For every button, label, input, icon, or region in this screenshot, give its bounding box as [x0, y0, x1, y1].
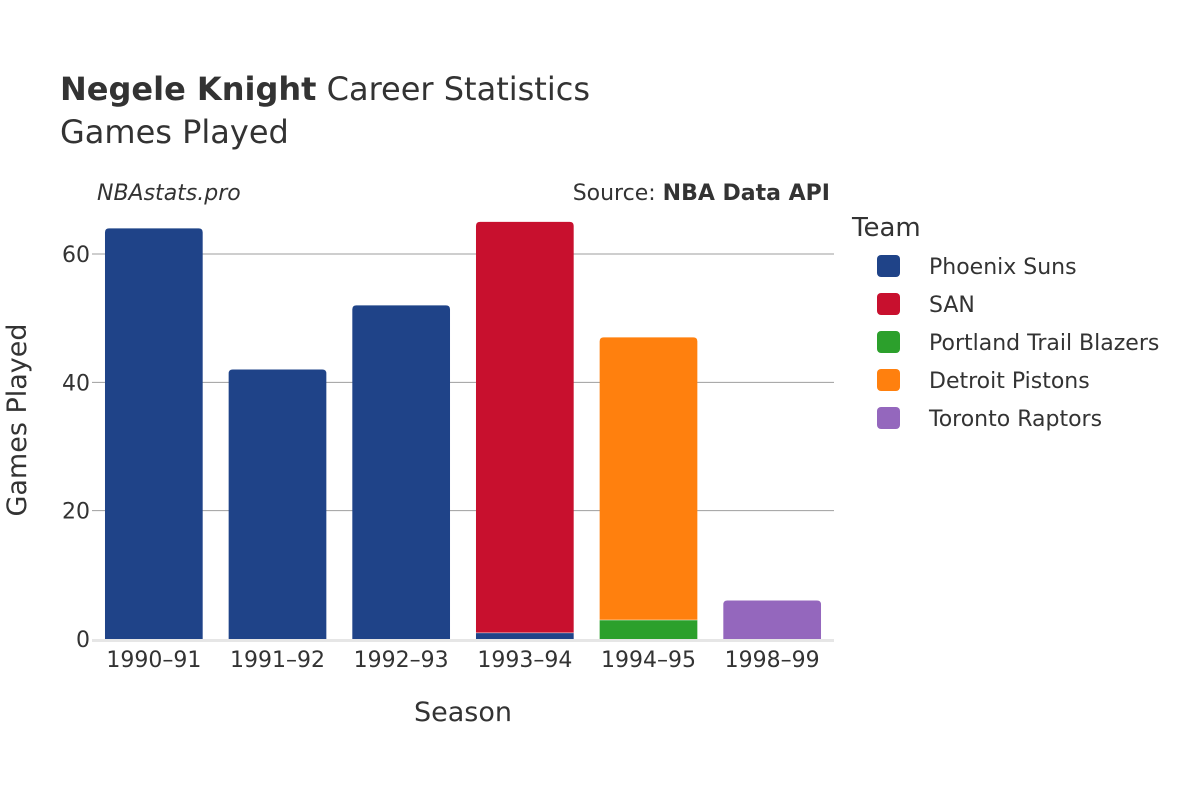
x-tick-label: 1994–95 — [601, 648, 696, 673]
legend-title: Team — [851, 213, 921, 243]
y-tick-label: 40 — [62, 371, 90, 396]
y-tick-label: 60 — [62, 243, 90, 268]
bar-detroit-pistons — [599, 337, 698, 620]
x-tick-label: 1990–91 — [106, 648, 201, 673]
bar-phoenix-suns — [475, 632, 574, 639]
y-tick-label: 20 — [62, 500, 90, 525]
y-axis-title: Games Played — [2, 323, 33, 516]
bar-phoenix-suns — [104, 228, 203, 640]
y-tick-label: 0 — [76, 628, 90, 653]
chart-subtitle: Games Played — [60, 113, 289, 151]
source-credit: Source: NBA Data API — [573, 181, 830, 206]
legend-swatch — [877, 331, 900, 353]
site-credit: NBAstats.pro — [97, 181, 241, 206]
x-tick-label: 1993–94 — [477, 648, 572, 673]
legend-swatch — [877, 407, 900, 429]
x-axis-title: Season — [414, 697, 512, 728]
bars — [104, 221, 822, 640]
x-tick-label: 1998–99 — [725, 648, 820, 673]
legend-swatch — [877, 293, 900, 315]
bar-toronto-raptors — [723, 600, 822, 639]
legend-label: Portland Trail Blazers — [929, 331, 1159, 356]
legend-label: Detroit Pistons — [929, 369, 1090, 394]
x-tick-labels: 1990–91 1991–92 1992–93 1993–94 1994–95 1998–… — [106, 648, 819, 673]
legend-swatch — [877, 369, 900, 391]
legend-label: Phoenix Suns — [929, 255, 1077, 280]
bar-portland-trail-blazers — [599, 619, 698, 639]
title-suffix: Career Statistics — [316, 70, 590, 108]
source-name: NBA Data API — [663, 181, 830, 206]
x-tick-label: 1991–92 — [230, 648, 325, 673]
source-prefix: Source: — [573, 181, 663, 206]
gridlines — [92, 253, 834, 512]
legend-label: SAN — [929, 293, 975, 318]
legend-swatch — [877, 255, 900, 277]
bar-san — [475, 221, 574, 633]
bar-phoenix-suns — [352, 305, 451, 639]
player-name: Negele Knight — [60, 70, 316, 108]
chart-title: Negele Knight Career Statistics — [60, 70, 590, 108]
y-tick-labels: 0 20 40 60 — [62, 243, 90, 653]
legend: Phoenix Suns SAN Portland Trail Blazers Det… — [877, 255, 1159, 432]
legend-label: Toronto Raptors — [928, 407, 1102, 432]
bar-phoenix-suns — [228, 369, 327, 639]
x-tick-label: 1992–93 — [354, 648, 449, 673]
